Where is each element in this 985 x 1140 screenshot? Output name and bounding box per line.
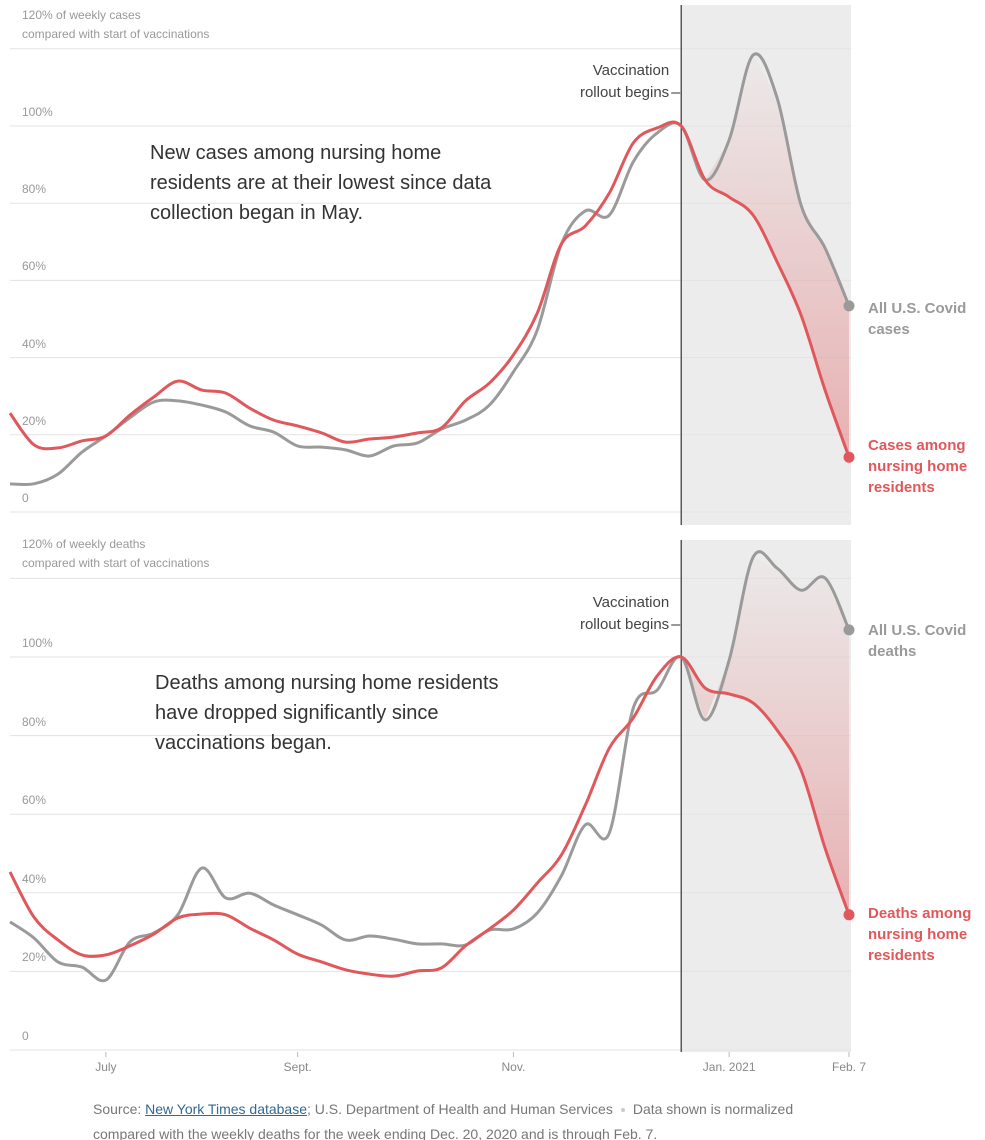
y-tick-label: 40%	[22, 336, 47, 351]
series-line	[8, 655, 851, 978]
y-tick-label: 20%	[22, 413, 47, 428]
end-dot	[843, 909, 855, 921]
series-line	[8, 120, 851, 458]
y-tick-label: 60%	[22, 793, 47, 808]
separator	[620, 1108, 625, 1113]
event-label: Vaccination rollout begins	[579, 594, 670, 633]
y-tick-label: 0	[22, 1029, 29, 1043]
y-tick-label: 80%	[22, 714, 47, 729]
end-dot	[843, 624, 855, 636]
y-tick-label: 120% of weekly deaths	[22, 537, 146, 552]
annotation: New cases among nursing home residents a…	[150, 142, 492, 224]
end-dot	[843, 300, 855, 312]
source-prefix: Source:	[93, 1101, 142, 1117]
footer: Source: New York Times database; U.S. De…	[93, 1097, 833, 1140]
note: Data shown is normalized compared with t…	[93, 1101, 794, 1140]
y-tick-label: 120% of weekly cases	[22, 7, 141, 22]
y-tick-label: 0	[22, 491, 29, 505]
series-label: All U.S. Covid deaths	[868, 621, 967, 660]
y-tick-label: 80%	[22, 182, 47, 197]
x-tick-label: Jan. 2021	[702, 1060, 756, 1074]
gap-shading	[681, 557, 849, 915]
annotation: Deaths among nursing home residents have…	[155, 672, 499, 754]
x-tick-label: Feb. 7	[831, 1060, 867, 1074]
x-tick-label: Sept.	[283, 1060, 312, 1074]
y-tick-label: 100%	[22, 636, 53, 650]
source-rest: ; U.S. Department of Health and Human Se…	[307, 1101, 613, 1117]
y-tick-label: 40%	[22, 871, 47, 886]
series-label: Deaths among nursing home residents	[868, 904, 972, 964]
y-tick-label: 20%	[22, 950, 47, 965]
y-tick-label: 60%	[22, 259, 47, 274]
source-link[interactable]: New York Times database	[145, 1101, 308, 1117]
y-axis-label: compared with start of vaccinations	[22, 26, 210, 41]
x-tick-label: Nov.	[501, 1060, 526, 1074]
event-label: Vaccination rollout begins	[579, 62, 670, 101]
series-label: Cases among nursing home residents	[868, 437, 968, 497]
series-label: All U.S. Covid cases	[868, 299, 967, 338]
y-tick-label: 100%	[22, 105, 53, 119]
x-tick-label: July	[95, 1060, 117, 1074]
end-dot	[843, 451, 855, 463]
y-axis-label: compared with start of vaccinations	[22, 556, 210, 571]
